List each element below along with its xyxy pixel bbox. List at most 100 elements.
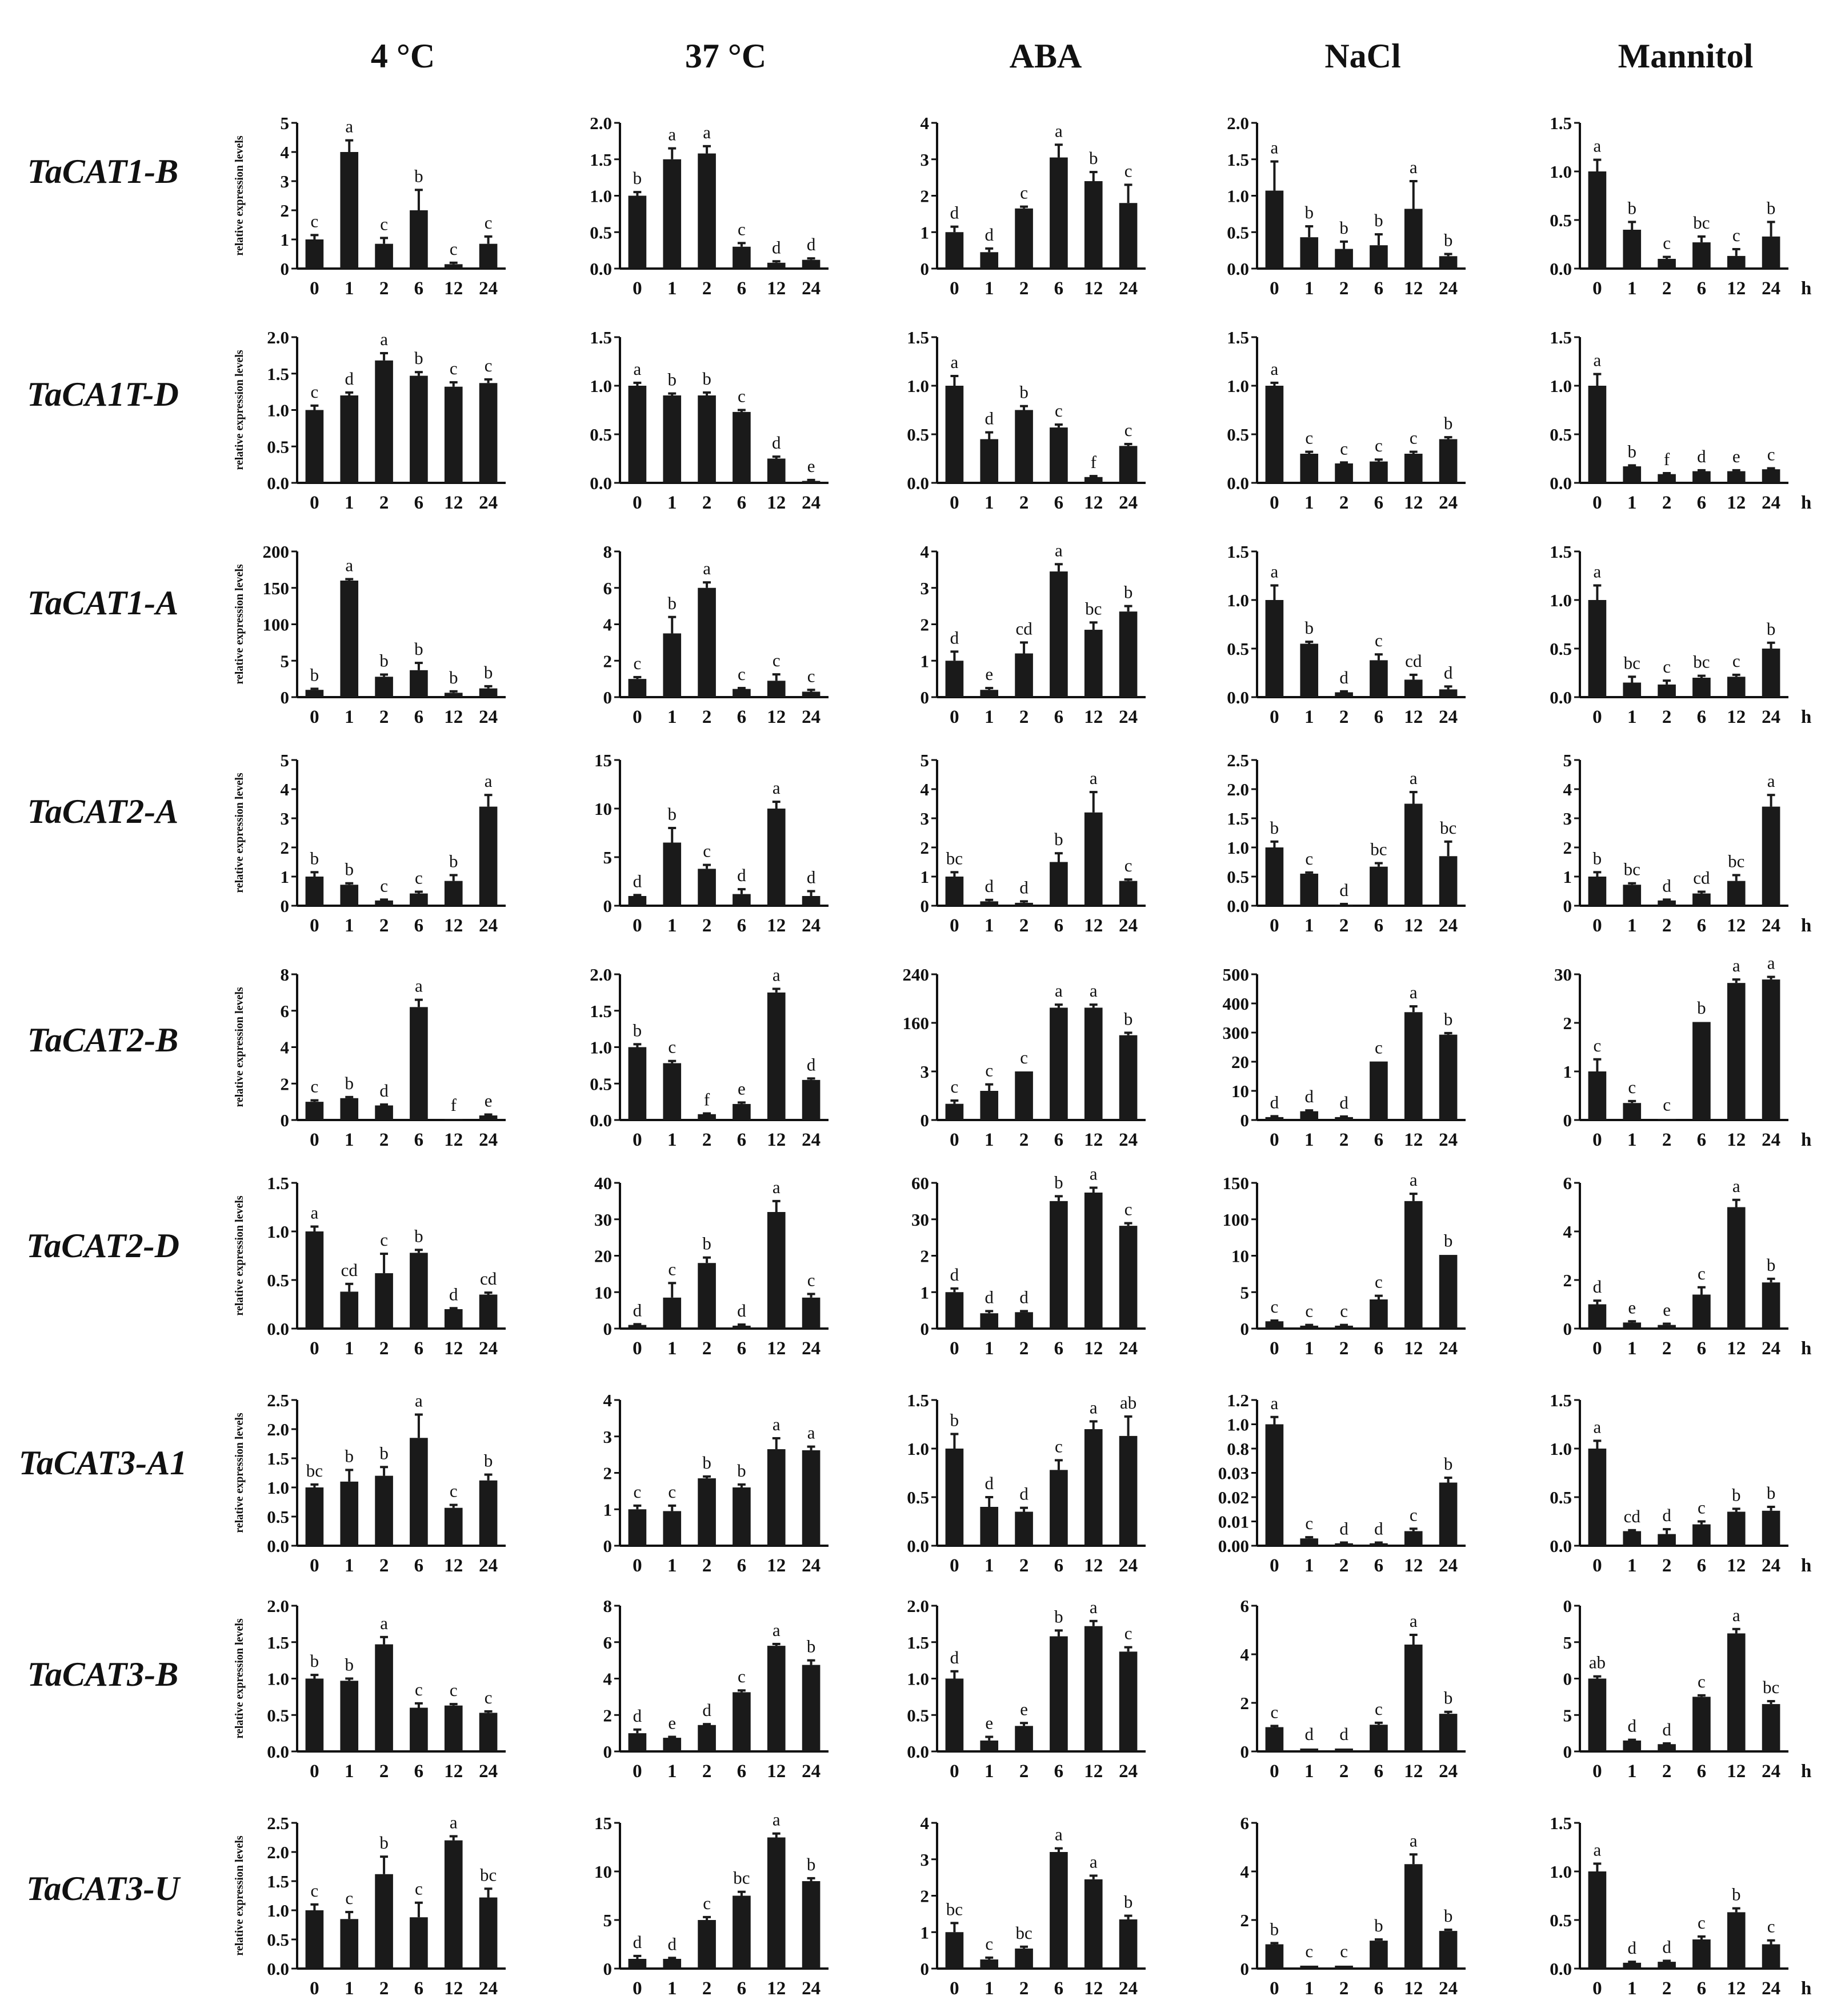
bar (663, 1297, 682, 1329)
significance-letter: c (951, 1077, 959, 1097)
y-tick-label: 2.0 (907, 1596, 929, 1616)
bar (733, 894, 751, 906)
y-tick-label: 1.0 (590, 1038, 612, 1058)
x-tick-label: 24 (1119, 1338, 1138, 1359)
y-tick-label: 1.5 (1550, 1390, 1572, 1410)
y-tick-label: 2 (281, 1074, 290, 1094)
x-tick-label: 0 (950, 1978, 959, 1999)
bar (305, 410, 324, 483)
y-tick-label: 6 (603, 578, 613, 598)
x-tick-label: 6 (1697, 1555, 1707, 1576)
treatment-header: 37 °C (685, 37, 766, 75)
x-tick-label: 1 (667, 1761, 677, 1782)
x-tick-label: 24 (802, 1555, 821, 1576)
bar (1588, 1449, 1607, 1546)
y-tick-label: 4 (603, 615, 613, 635)
x-tick-label: 12 (444, 1130, 463, 1150)
x-tick-label: 0 (633, 915, 642, 936)
x-tick-label: 12 (767, 1978, 786, 1999)
bar (375, 1475, 393, 1546)
x-tick-label: 6 (414, 1130, 424, 1150)
bar (305, 239, 324, 269)
significance-letter: d (985, 876, 994, 896)
y-tick-label: 2.0 (590, 113, 612, 133)
x-tick-label: 24 (1119, 493, 1138, 513)
significance-letter: c (415, 1879, 423, 1899)
y-tick-label: 0.0 (1550, 1959, 1572, 1979)
bar (479, 1115, 498, 1120)
significance-letter: c (415, 1679, 423, 1699)
treatment-header: 4 °C (371, 37, 435, 75)
y-tick-label: 15 (594, 1813, 612, 1833)
bar (1300, 237, 1319, 269)
x-tick-label: 1 (1627, 1555, 1637, 1576)
x-tick-label: 1 (345, 1978, 354, 1999)
y-tick-label: 0.5 (1227, 639, 1249, 659)
bar (1265, 1727, 1284, 1751)
bar (1370, 245, 1388, 269)
y-tick-label: 1.5 (1550, 327, 1572, 347)
y-tick-label: 4 (281, 142, 290, 162)
significance-letter: a (773, 1810, 781, 1830)
y-tick-label: 0.01 (1218, 1512, 1249, 1532)
x-tick-label: 12 (444, 915, 463, 936)
significance-letter: b (449, 851, 458, 871)
y-tick-label: 10 (1231, 1246, 1249, 1266)
x-tick-label: 0 (310, 1978, 319, 1999)
bar-panel: 0.0 0.5 1.0 1.5 a 0 cd 1 d 2 c 6 b 12 b 24 h (1550, 1390, 1811, 1576)
y-tick-label: 1.0 (907, 1669, 929, 1689)
y-tick-label: 15 (594, 750, 612, 770)
significance-letter: b (668, 370, 677, 390)
x-tick-label: 6 (1697, 493, 1707, 513)
x-tick-label: 12 (444, 1761, 463, 1782)
x-tick-label: 1 (345, 493, 354, 513)
bar (410, 893, 428, 906)
treatment-header: NaCl (1324, 37, 1400, 75)
significance-letter: d (633, 871, 642, 891)
y-tick-label: 0.5 (907, 1487, 929, 1507)
y-tick-label: 1.5 (1550, 1813, 1572, 1833)
significance-letter: c (1375, 435, 1383, 455)
x-tick-label: 0 (310, 278, 319, 299)
significance-letter: a (345, 555, 353, 575)
significance-letter: b (310, 848, 319, 868)
significance-letter: b (668, 804, 677, 824)
x-tick-label: 6 (414, 1761, 424, 1782)
x-tick-label: 12 (444, 1338, 463, 1359)
significance-letter: d (985, 409, 994, 429)
x-tick-label: 2 (1339, 278, 1349, 299)
bar (1762, 1510, 1780, 1546)
bar (1762, 1282, 1780, 1329)
significance-letter: b (668, 593, 677, 613)
y-tick-label: 0.5 (267, 1507, 289, 1527)
bar (628, 386, 647, 483)
y-tick-label: 0.5 (267, 437, 289, 457)
bar (1084, 812, 1103, 906)
bar (340, 1681, 359, 1751)
significance-letter: a (415, 976, 423, 996)
significance-letter: b (414, 1226, 423, 1246)
x-tick-label: 12 (767, 707, 786, 727)
y-tick-label: 3 (920, 1850, 930, 1870)
y-tick-label: 30 (911, 1210, 929, 1230)
y-tick-label: 1.0 (267, 1222, 289, 1242)
y-tick-label: 0.0 (1227, 896, 1249, 916)
x-tick-label: 0 (633, 1130, 642, 1150)
x-tick-label: 6 (1374, 1555, 1384, 1576)
x-tick-label: 12 (1727, 1130, 1746, 1150)
significance-letter: cd (1405, 651, 1422, 671)
bar (1015, 1312, 1033, 1329)
significance-letter: bc (1763, 1677, 1779, 1697)
x-tick-label: 2 (1019, 1555, 1029, 1576)
bar (1015, 1726, 1033, 1751)
x-tick-label: 0 (1592, 1130, 1602, 1150)
bar (410, 670, 428, 697)
significance-letter: c (807, 666, 815, 686)
bar-panel: 0.0 0.5 1.0 1.5 a 0 d 1 b 2 c 6 f 12 c 24 (907, 327, 1146, 513)
bar (663, 1063, 682, 1120)
x-tick-label: 12 (767, 1555, 786, 1576)
bar (375, 243, 393, 269)
bar (1588, 386, 1607, 483)
